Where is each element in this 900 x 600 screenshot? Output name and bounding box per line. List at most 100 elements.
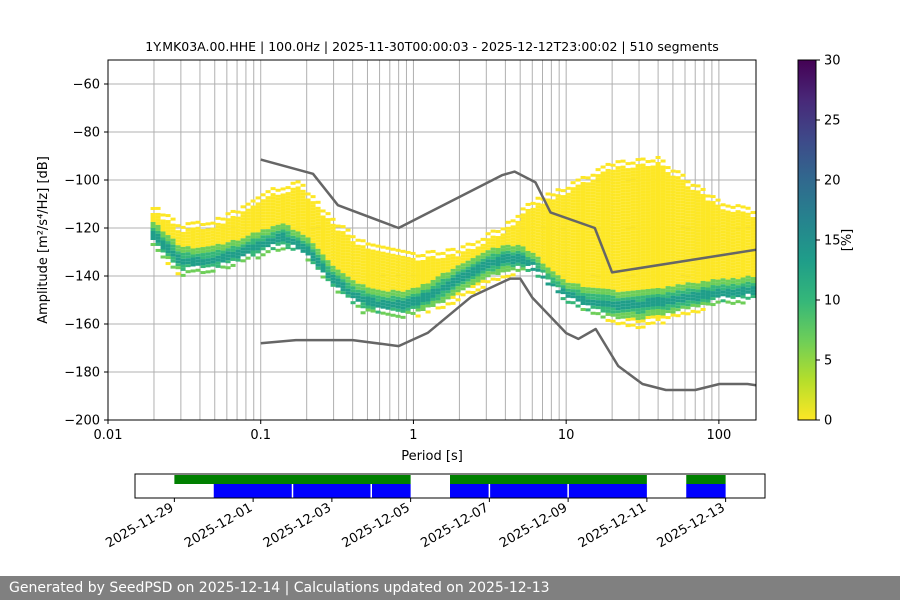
heatmap-cell bbox=[320, 260, 326, 264]
heatmap-cell bbox=[435, 264, 441, 268]
heatmap-cell bbox=[670, 187, 676, 191]
heatmap-cell bbox=[735, 228, 741, 232]
heatmap-cell bbox=[420, 280, 426, 284]
heatmap-cell bbox=[270, 214, 276, 218]
heatmap-cell bbox=[750, 250, 756, 254]
heatmap-cell bbox=[655, 231, 661, 235]
heatmap-cell bbox=[345, 264, 351, 268]
heatmap-cell bbox=[340, 243, 346, 247]
heatmap-cell bbox=[560, 246, 566, 250]
heatmap-cell bbox=[660, 249, 666, 253]
heatmap-cell bbox=[675, 254, 681, 258]
heatmap-cell bbox=[295, 237, 301, 241]
heatmap-cell bbox=[600, 279, 606, 283]
heatmap-cell bbox=[545, 276, 551, 280]
heatmap-cell bbox=[665, 196, 671, 200]
heatmap-cell bbox=[590, 281, 596, 285]
heatmap-cell bbox=[485, 271, 491, 275]
heatmap-cell bbox=[335, 275, 341, 279]
heatmap-cell bbox=[320, 263, 326, 267]
timeline-tick-label: 2025-12-05 bbox=[340, 500, 413, 551]
heatmap-cell bbox=[605, 276, 611, 280]
heatmap-cell bbox=[715, 282, 721, 286]
heatmap-cell bbox=[445, 248, 451, 252]
psd-density-heatmap bbox=[150, 156, 756, 330]
heatmap-cell bbox=[585, 218, 591, 222]
heatmap-cell bbox=[565, 285, 571, 289]
heatmap-cell bbox=[575, 208, 581, 212]
heatmap-cell bbox=[630, 182, 636, 186]
heatmap-cell bbox=[210, 269, 216, 273]
heatmap-cell bbox=[580, 184, 586, 188]
heatmap-cell bbox=[330, 229, 336, 233]
series-line-nhnm bbox=[260, 158, 756, 274]
heatmap-cell bbox=[265, 220, 271, 224]
heatmap-cell bbox=[245, 217, 251, 221]
heatmap-cell bbox=[420, 259, 426, 263]
heatmap-cell bbox=[205, 234, 211, 238]
heatmap-cell bbox=[700, 238, 706, 242]
heatmap-cell bbox=[525, 208, 531, 212]
heatmap-cell bbox=[290, 190, 296, 194]
heatmap-cell bbox=[190, 260, 196, 264]
heatmap-cell bbox=[655, 195, 661, 199]
heatmap-cell bbox=[225, 227, 231, 231]
heatmap-cell bbox=[450, 256, 456, 260]
heatmap-cell bbox=[635, 194, 641, 198]
heatmap-cell bbox=[655, 189, 661, 193]
heatmap-cell bbox=[180, 225, 186, 229]
heatmap-cell bbox=[680, 293, 686, 297]
heatmap-cell bbox=[500, 263, 506, 267]
heatmap-cell bbox=[735, 285, 741, 289]
heatmap-cell bbox=[415, 281, 421, 285]
heatmap-cell bbox=[675, 203, 681, 207]
heatmap-cell bbox=[720, 233, 726, 237]
heatmap-cell bbox=[610, 277, 616, 281]
heatmap-cell bbox=[635, 188, 641, 192]
heatmap-cell bbox=[345, 252, 351, 256]
heatmap-cell bbox=[350, 259, 356, 263]
heatmap-cell bbox=[680, 185, 686, 189]
heatmap-cell bbox=[490, 241, 496, 245]
heatmap-cell bbox=[630, 263, 636, 267]
heatmap-cell bbox=[365, 275, 371, 279]
heatmap-cell bbox=[300, 234, 306, 238]
heatmap-cell bbox=[315, 251, 321, 255]
heatmap-cell bbox=[545, 240, 551, 244]
colorbar-tick-label: 30 bbox=[824, 54, 841, 69]
heatmap-cell bbox=[560, 213, 566, 217]
heatmap-cell bbox=[740, 289, 746, 293]
heatmap-cell bbox=[740, 217, 746, 221]
heatmap-cell bbox=[435, 288, 441, 292]
heatmap-cell bbox=[715, 225, 721, 229]
heatmap-cell bbox=[620, 294, 626, 298]
heatmap-cell bbox=[390, 286, 396, 290]
heatmap-cell bbox=[255, 250, 261, 254]
heatmap-cell bbox=[610, 190, 616, 194]
heatmap-cell bbox=[595, 210, 601, 214]
heatmap-cell bbox=[570, 193, 576, 197]
heatmap-cell bbox=[520, 219, 526, 223]
heatmap-cell bbox=[605, 183, 611, 187]
heatmap-cell bbox=[640, 199, 646, 203]
heatmap-cell bbox=[350, 247, 356, 251]
heatmap-cell bbox=[710, 285, 716, 289]
heatmap-cell bbox=[180, 237, 186, 241]
heatmap-cell bbox=[615, 175, 621, 179]
heatmap-cell bbox=[465, 272, 471, 276]
heatmap-cell bbox=[535, 229, 541, 233]
heatmap-cell bbox=[725, 231, 731, 235]
heatmap-cell bbox=[705, 266, 711, 270]
heatmap-cell bbox=[300, 192, 306, 196]
heatmap-cell bbox=[380, 251, 386, 255]
heatmap-cell bbox=[640, 253, 646, 257]
heatmap-cell bbox=[345, 267, 351, 271]
heatmap-cell bbox=[480, 252, 486, 256]
heatmap-cell bbox=[330, 232, 336, 236]
heatmap-cell bbox=[315, 221, 321, 225]
heatmap-cell bbox=[300, 249, 306, 253]
heatmap-cell bbox=[670, 193, 676, 197]
heatmap-cell bbox=[560, 285, 566, 289]
heatmap-cell bbox=[355, 289, 361, 293]
heatmap-cell bbox=[300, 222, 306, 226]
